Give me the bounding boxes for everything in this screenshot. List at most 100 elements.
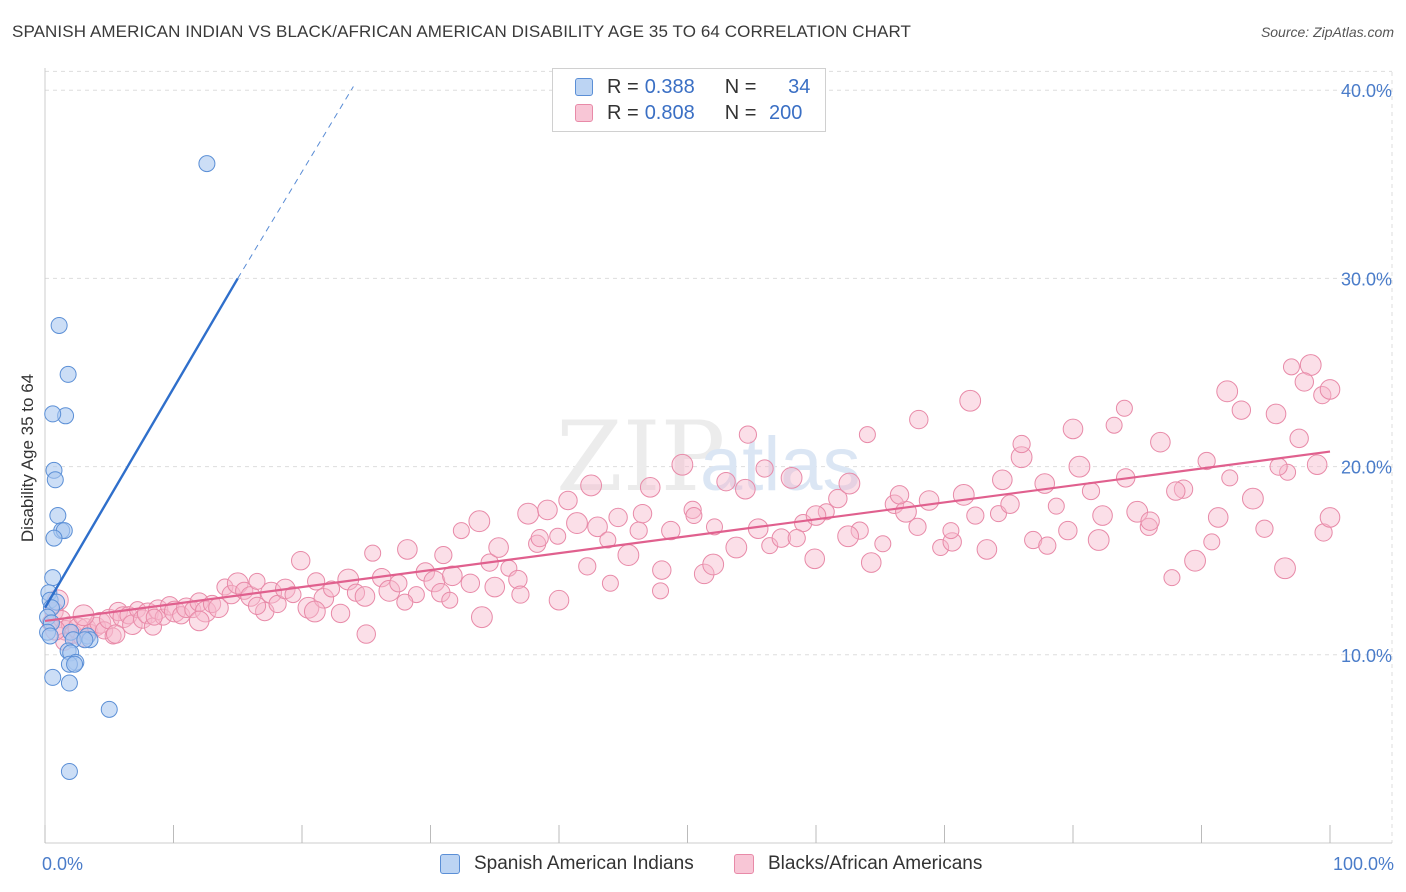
point-blacks bbox=[966, 506, 985, 525]
point-blacks bbox=[248, 572, 266, 590]
point-blacks bbox=[587, 516, 608, 538]
point-blacks bbox=[942, 522, 960, 540]
point-blacks bbox=[1221, 469, 1239, 487]
point-blacks bbox=[442, 565, 463, 587]
point-blacks bbox=[284, 586, 302, 604]
point-blacks bbox=[441, 591, 459, 609]
point-blacks bbox=[850, 521, 869, 540]
point-blacks bbox=[378, 579, 401, 602]
point-blacks bbox=[291, 551, 311, 571]
point-blacks bbox=[716, 471, 736, 492]
legend-n-label: N = bbox=[724, 75, 757, 98]
point-blacks bbox=[1115, 399, 1133, 417]
bottom-legend-swatch-pink bbox=[734, 854, 754, 874]
point-blacks bbox=[105, 624, 126, 644]
point-blacks bbox=[95, 621, 114, 640]
point-blacks bbox=[755, 459, 774, 478]
point-blacks bbox=[1012, 434, 1031, 454]
point-blacks bbox=[452, 522, 470, 540]
point-blacks bbox=[460, 573, 481, 593]
point-blacks bbox=[992, 469, 1013, 491]
point-spanish bbox=[100, 700, 118, 718]
x-tick-label-min: 0.0% bbox=[42, 854, 83, 874]
point-blacks bbox=[216, 578, 234, 596]
point-blacks bbox=[918, 490, 940, 511]
point-blacks bbox=[1216, 380, 1239, 403]
legend-row-blacks: R = 0.808 N = 200 bbox=[575, 101, 802, 125]
point-blacks bbox=[1197, 451, 1216, 471]
point-blacks bbox=[702, 553, 725, 576]
chart-title: SPANISH AMERICAN INDIAN VS BLACK/AFRICAN… bbox=[12, 22, 912, 41]
point-blacks bbox=[1306, 454, 1328, 476]
point-blacks bbox=[364, 544, 382, 562]
point-blacks bbox=[1255, 519, 1274, 538]
point-blacks bbox=[693, 563, 715, 585]
trend-lines bbox=[43, 86, 1331, 623]
point-blacks bbox=[1269, 457, 1288, 476]
point-blacks bbox=[323, 580, 341, 598]
point-blacks bbox=[1265, 403, 1287, 425]
y-tick-label: 40.0% bbox=[1341, 81, 1392, 101]
point-blacks bbox=[942, 532, 962, 552]
point-blacks bbox=[1289, 428, 1309, 449]
watermark-atlas: atlas bbox=[700, 422, 861, 507]
point-blacks bbox=[548, 589, 570, 611]
point-blacks bbox=[787, 529, 806, 548]
legend-box: R = 0.388 N = 34 R = 0.808 N = 200 bbox=[552, 68, 826, 132]
point-spanish bbox=[44, 405, 62, 423]
legend-n-value: 200 bbox=[769, 101, 803, 124]
point-blacks bbox=[1231, 400, 1252, 420]
point-spanish bbox=[49, 507, 67, 525]
point-blacks bbox=[1047, 497, 1065, 515]
point-blacks bbox=[530, 529, 549, 548]
point-blacks bbox=[566, 512, 588, 534]
point-blacks bbox=[188, 610, 210, 632]
point-blacks bbox=[122, 614, 143, 635]
y-tick-labels: 10.0% 20.0% 30.0% 40.0% bbox=[1341, 81, 1392, 666]
point-blacks bbox=[858, 426, 876, 444]
point-blacks bbox=[661, 520, 681, 541]
point-blacks bbox=[683, 500, 702, 519]
point-blacks bbox=[389, 574, 408, 593]
point-blacks bbox=[617, 544, 640, 566]
point-spanish bbox=[60, 674, 78, 692]
point-blacks bbox=[508, 569, 528, 590]
point-spanish bbox=[50, 316, 68, 334]
point-blacks bbox=[959, 389, 982, 412]
point-blacks bbox=[471, 606, 493, 629]
point-blacks bbox=[396, 593, 414, 611]
point-blacks bbox=[1274, 557, 1296, 580]
point-blacks bbox=[1105, 416, 1123, 434]
point-blacks bbox=[511, 585, 530, 604]
point-spanish bbox=[76, 631, 94, 649]
point-blacks bbox=[838, 472, 861, 495]
point-blacks bbox=[397, 539, 418, 560]
series-blacks-points bbox=[41, 354, 1341, 651]
point-blacks bbox=[1081, 481, 1101, 501]
gridlines bbox=[45, 70, 1393, 843]
point-blacks bbox=[484, 576, 506, 598]
bottom-legend-label-blacks: Blacks/African Americans bbox=[768, 853, 983, 874]
point-blacks bbox=[1319, 379, 1341, 400]
point-blacks bbox=[1184, 549, 1206, 572]
legend-swatch-pink bbox=[575, 104, 593, 122]
point-blacks bbox=[1314, 523, 1333, 542]
y-axis-label: Disability Age 35 to 64 bbox=[18, 374, 37, 542]
point-spanish bbox=[198, 155, 216, 173]
bottom-legend-label-spanish: Spanish American Indians bbox=[474, 853, 694, 874]
point-blacks bbox=[952, 483, 975, 506]
axes bbox=[44, 68, 1392, 844]
point-blacks bbox=[578, 557, 597, 576]
x-tick-labels: 0.0% 100.0% bbox=[42, 854, 1394, 874]
point-blacks bbox=[771, 528, 792, 548]
point-blacks bbox=[1319, 507, 1341, 528]
point-blacks bbox=[1140, 511, 1160, 531]
point-blacks bbox=[1207, 507, 1229, 528]
point-blacks bbox=[354, 586, 376, 607]
point-blacks bbox=[1173, 479, 1194, 499]
legend-r-value: 0.808 bbox=[644, 101, 695, 124]
source-label: Source: ZipAtlas.com bbox=[1260, 24, 1394, 40]
point-blacks bbox=[874, 535, 892, 553]
point-blacks bbox=[909, 409, 929, 430]
